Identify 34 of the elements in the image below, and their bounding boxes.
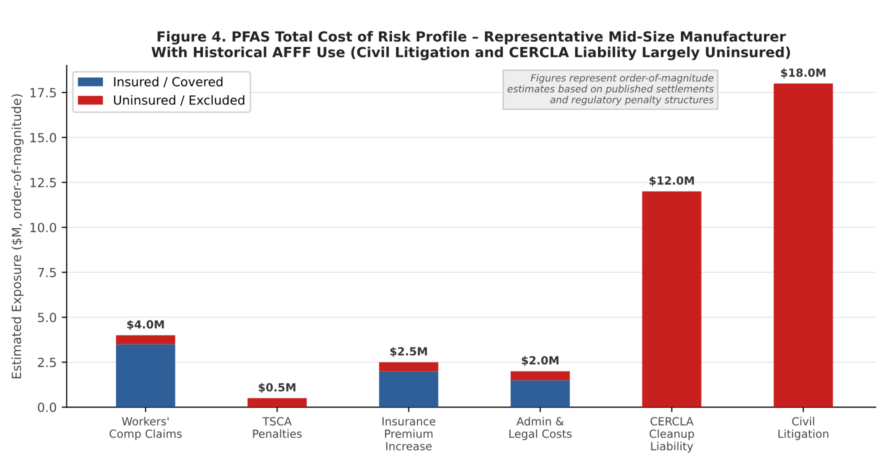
- bar: [510, 371, 570, 380]
- bar: [774, 84, 833, 408]
- total-label: $2.0M: [522, 356, 558, 366]
- bar: [248, 398, 307, 408]
- y-tick-label: 5.0: [38, 312, 56, 322]
- x-tick-label: Admin & Legal Costs: [509, 416, 572, 440]
- y-tick-label: 12.5: [30, 178, 56, 188]
- total-label: $4.0M: [127, 320, 164, 330]
- legend-label: Insured / Covered: [114, 76, 222, 88]
- chart-title: Figure 4. PFAS Total Cost of Risk Profile – Representative Mid-Size Manufacturer With Historical AFFF Use (Civil Litigation and CERCLA Liability Largely Uninsured): [152, 30, 790, 60]
- total-label: $0.5M: [258, 382, 296, 393]
- y-axis-title: Estimated Exposure ($M, order-of-magnitude): [11, 94, 24, 378]
- x-tick-label: Civil Litigation: [778, 416, 828, 440]
- x-tick-label: CERCLA Cleanup Liability: [650, 417, 694, 453]
- y-tick-label: 0.0: [38, 402, 56, 412]
- bar: [379, 362, 438, 372]
- y-tick-label: 2.5: [38, 358, 56, 368]
- y-tick-label: 15.0: [30, 132, 56, 142]
- bar: [510, 380, 570, 408]
- y-tick-label: 10.0: [30, 222, 56, 232]
- bar: [379, 371, 438, 408]
- total-label: $18.0M: [781, 68, 826, 78]
- y-tick-label: 7.5: [38, 268, 56, 278]
- y-tick-label: 17.5: [30, 88, 56, 98]
- x-tick-label: TSCA Penalties: [253, 417, 302, 438]
- bar: [116, 335, 176, 344]
- bar: [116, 344, 176, 408]
- annotation: Figures represent order-of-magnitude estimates based on published settlements and regulatory penalty structures: [508, 74, 714, 106]
- total-label: $2.5M: [390, 346, 427, 358]
- legend-label: Uninsured / Excluded: [114, 95, 244, 106]
- x-tick-label: Workers' Comp Claims: [110, 416, 182, 440]
- bar: [642, 191, 702, 408]
- total-label: $12.0M: [650, 176, 694, 186]
- x-tick-label: Insurance Premium Increase: [382, 417, 436, 450]
